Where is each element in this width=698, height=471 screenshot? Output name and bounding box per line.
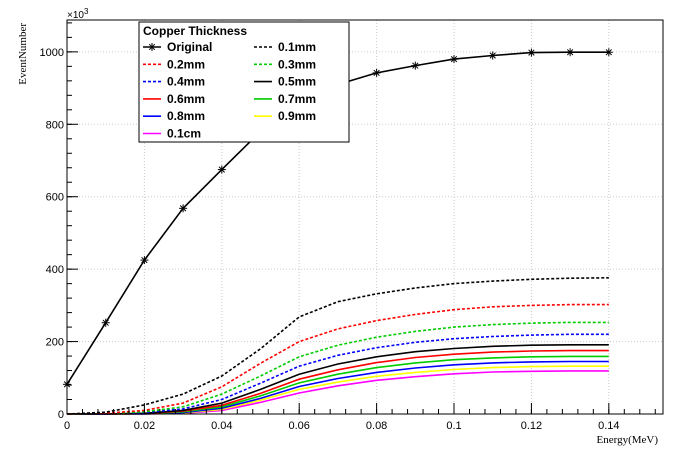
series-line-0_1mm xyxy=(66,277,609,415)
series-marker xyxy=(140,256,149,265)
series-marker xyxy=(450,55,459,64)
legend-label: 0.9mm xyxy=(278,109,316,123)
series-marker xyxy=(372,68,381,77)
plot-frame xyxy=(66,19,664,415)
legend: Copper Thickness Original 0.1mm 0.2mm 0.3mm… xyxy=(138,21,350,143)
legend-label: 0.7mm xyxy=(278,92,316,106)
x-tick-label: 0.1 xyxy=(446,420,461,432)
legend-label: Original xyxy=(167,40,212,54)
series-marker xyxy=(179,204,188,213)
series-line-0_2mm xyxy=(66,303,609,415)
x-tick-label: 0.14 xyxy=(598,420,619,432)
series-marker xyxy=(566,48,575,57)
legend-entry: 0.1mm xyxy=(254,40,316,54)
series-marker-stroke xyxy=(566,49,574,56)
x-tick-label: 0.04 xyxy=(211,420,232,432)
series-marker xyxy=(148,43,156,51)
y-tick-label: 1000 xyxy=(40,47,64,59)
legend-label: 0.2mm xyxy=(167,57,205,71)
y-tick-label: 400 xyxy=(46,264,64,276)
legend-entry: 0.8mm xyxy=(143,109,205,123)
x-tick-label: 0 xyxy=(64,420,70,432)
series-marker xyxy=(101,318,110,327)
series-layer xyxy=(63,48,613,415)
series-marker-stroke xyxy=(141,256,148,264)
legend-label: 0.8mm xyxy=(167,109,205,123)
legend-entry: 0.6mm xyxy=(143,92,205,106)
series-marker-stroke xyxy=(179,205,187,212)
legend-entry: 0.2mm xyxy=(143,57,205,71)
legend-entry: Original xyxy=(143,40,212,54)
y-tick-label: 600 xyxy=(46,192,64,204)
legend-title: Copper Thickness xyxy=(143,24,247,38)
legend-label: 0.1cm xyxy=(167,127,201,141)
legend-label: 0.6mm xyxy=(167,92,205,106)
series-marker-stroke xyxy=(102,319,109,326)
series-marker-stroke xyxy=(605,49,612,56)
legend-box xyxy=(138,21,350,143)
axes: 0 0.02 0.04 0.06 0.08 0.1 0.12 0.14 0 200 400 600 80… xyxy=(40,22,656,432)
legend-entry: 0.5mm xyxy=(254,75,316,89)
series-marker-stroke xyxy=(489,52,496,59)
legend-entry: 0.3mm xyxy=(254,57,316,71)
y-tick-label: 800 xyxy=(46,119,64,131)
series-marker xyxy=(217,165,226,174)
series-line-0_3mm xyxy=(66,321,609,415)
y-axis-multiplier: ×103 xyxy=(67,7,89,21)
legend-label: 0.3mm xyxy=(278,57,316,71)
x-tick-label: 0.02 xyxy=(134,420,155,432)
legend-label: 0.5mm xyxy=(278,75,316,89)
y-tick-label: 0 xyxy=(58,409,64,421)
series-marker-stroke xyxy=(450,55,458,63)
series-marker-stroke xyxy=(218,166,225,173)
legend-entry: 0.4mm xyxy=(143,75,205,89)
series-marker xyxy=(604,48,613,57)
series-marker-stroke xyxy=(373,69,380,77)
series-marker-stroke xyxy=(412,62,419,69)
x-tick-label: 0.08 xyxy=(366,420,387,432)
y-tick-label: 200 xyxy=(46,337,64,349)
series-line-0_5mm xyxy=(67,343,609,415)
series-marker-stroke xyxy=(148,43,156,51)
series-marker-stroke xyxy=(528,49,535,56)
legend-label: 0.4mm xyxy=(167,75,205,89)
legend-entry: 0.9mm xyxy=(254,109,316,123)
series-marker xyxy=(488,51,497,60)
legend-entry: 0.1cm xyxy=(143,127,201,141)
series-marker xyxy=(411,61,420,70)
x-axis-title: Energy(MeV) xyxy=(597,434,659,446)
x-tick-label: 0.12 xyxy=(521,420,542,432)
series-marker xyxy=(527,48,536,57)
legend-entry: 0.7mm xyxy=(254,92,316,106)
x-tick-label: 0.06 xyxy=(288,420,309,432)
y-axis-title: EventNumber xyxy=(17,23,29,85)
series-line-0_4mm xyxy=(67,333,609,415)
legend-label: 0.1mm xyxy=(278,40,316,54)
